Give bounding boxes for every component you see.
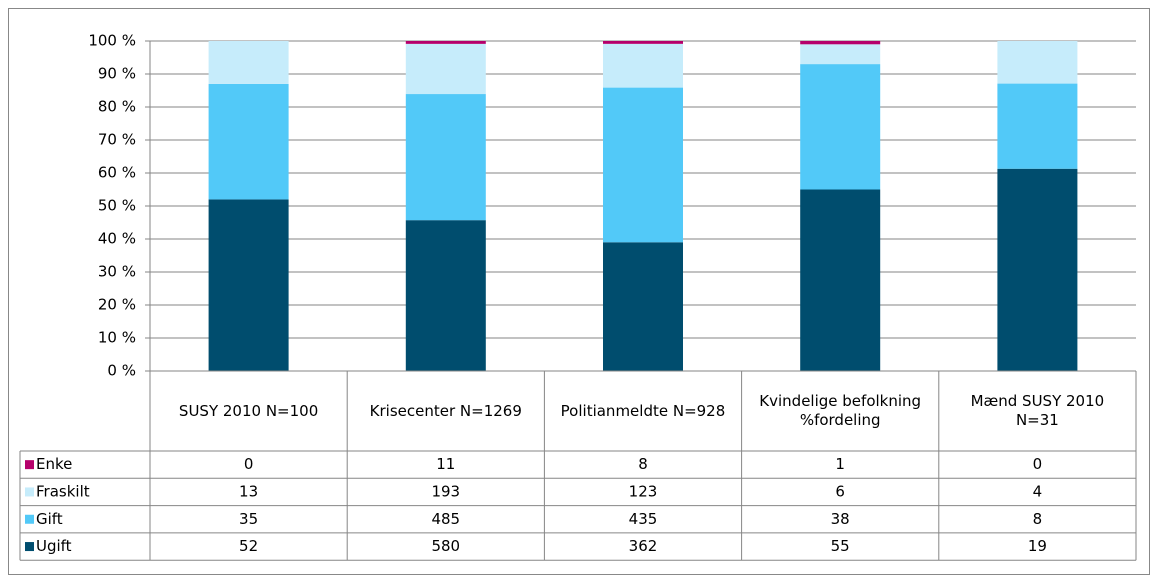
y-tick-label: 20 % <box>98 296 136 314</box>
bar-segment <box>405 43 486 95</box>
bar-segment <box>603 41 683 44</box>
table-value: 362 <box>629 537 658 555</box>
table-value: 435 <box>629 510 658 528</box>
table-value: 52 <box>239 537 258 555</box>
bar-segment <box>603 43 683 88</box>
y-tick-label: 30 % <box>98 263 136 281</box>
table-value: 11 <box>436 455 455 473</box>
category-label: Mænd SUSY 2010 N=31 <box>970 392 1105 429</box>
chart-border <box>8 8 1150 575</box>
y-tick-label: 40 % <box>98 230 136 248</box>
table-value: 0 <box>244 455 254 473</box>
table-value: 38 <box>831 510 850 528</box>
table-value: 1 <box>835 455 845 473</box>
bar-segment <box>997 41 1078 84</box>
table-value: 580 <box>431 537 460 555</box>
bar-segment <box>603 242 683 371</box>
table-value: 6 <box>835 482 845 500</box>
table-value: 4 <box>1033 482 1043 500</box>
y-tick-label: 80 % <box>98 98 136 116</box>
bar-segment <box>997 83 1078 169</box>
table-value: 485 <box>431 510 460 528</box>
y-tick-label: 50 % <box>98 197 136 215</box>
bar-segment <box>208 83 289 200</box>
y-tick-label: 90 % <box>98 65 136 83</box>
bar-segment <box>208 199 289 371</box>
table-value: 13 <box>239 482 258 500</box>
table-value: 193 <box>431 482 460 500</box>
category-label: SUSY 2010 N=100 <box>178 401 319 420</box>
bar-segment <box>405 41 486 44</box>
y-tick-label: 60 % <box>98 164 136 182</box>
legend-label: Ugift <box>36 537 72 555</box>
legend-label: Enke <box>36 455 72 473</box>
bar-segment <box>800 64 881 190</box>
legend-swatch <box>25 514 34 524</box>
legend-label: Gift <box>36 510 63 528</box>
bar-segment <box>800 44 881 65</box>
table-value: 55 <box>831 537 850 555</box>
bar-segment <box>405 220 486 371</box>
legend-swatch <box>25 487 34 497</box>
category-label: Kvindelige befolkning %fordeling <box>759 392 922 429</box>
y-tick-label: 0 % <box>107 362 136 380</box>
legend-swatch <box>25 460 34 470</box>
table-value: 123 <box>629 482 658 500</box>
y-tick-label: 70 % <box>98 131 136 149</box>
legend-label: Fraskilt <box>36 482 90 500</box>
bar-segment <box>800 189 881 371</box>
y-tick-label: 10 % <box>98 329 136 347</box>
category-label: Politianmeldte N=928 <box>560 401 726 420</box>
category-label: Krisecenter N=1269 <box>369 401 522 420</box>
legend-swatch <box>25 542 34 552</box>
table-value: 35 <box>239 510 258 528</box>
table-value: 8 <box>1033 510 1043 528</box>
bar-segment <box>405 94 486 221</box>
bar-segment <box>208 41 289 84</box>
bar-segment <box>997 168 1078 371</box>
table-value: 0 <box>1033 455 1043 473</box>
bar-segment <box>603 87 683 243</box>
bar-segment <box>800 41 881 45</box>
table-value: 8 <box>638 455 648 473</box>
table-value: 19 <box>1028 537 1047 555</box>
y-tick-label: 100 % <box>88 32 136 50</box>
